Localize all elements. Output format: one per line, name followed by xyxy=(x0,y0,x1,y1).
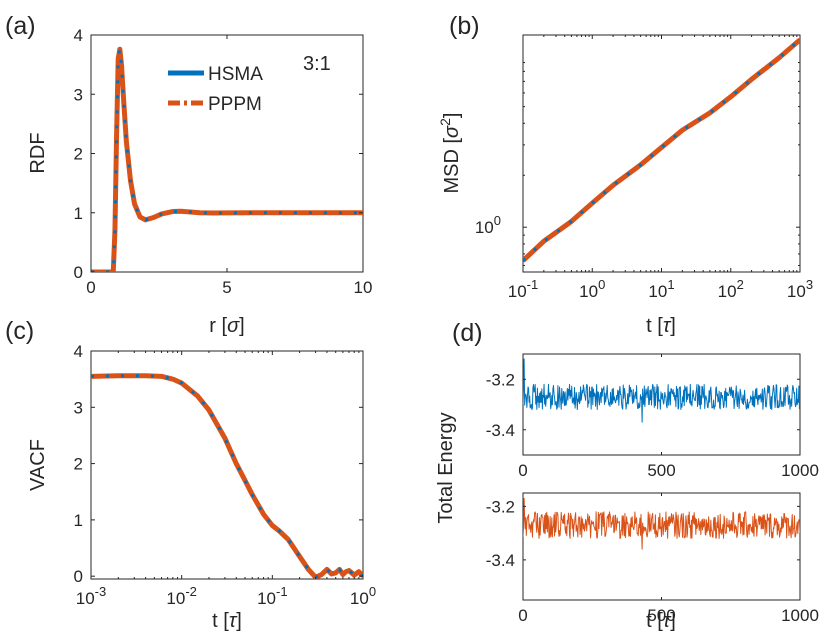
panel-c-series-hsma xyxy=(91,374,363,579)
panel-d2-ytick-label: -3.4 xyxy=(486,551,515,570)
panel-b-xtick-label: 102 xyxy=(718,277,744,301)
panel-c-label: (c) xyxy=(5,317,34,345)
panel-a-legend: HSMA PPPM xyxy=(168,64,263,115)
panel-d-xunit: τ xyxy=(663,610,672,632)
panel-d-bottom-energy: 0 500 1000 -3.2 -3.4 t [τ] xyxy=(486,492,819,632)
panel-a-xunit: σ xyxy=(227,315,240,337)
panel-b-xunit: τ xyxy=(663,315,672,337)
panel-c-xlabel: t [τ] xyxy=(212,610,242,632)
panel-b-series xyxy=(523,37,800,263)
panel-d1-series-hsma xyxy=(523,358,800,423)
panel-c-ytick-label: 1 xyxy=(74,511,83,530)
panel-a-ratio-annotation: 3:1 xyxy=(303,53,331,75)
panel-c-vacf: 10-3 10-2 10-1 100 0 1 2 3 4 (c) t [τ] VACF xyxy=(5,317,376,632)
panel-c-xunit: τ xyxy=(229,610,238,632)
panel-c-xtick-label: 10-3 xyxy=(76,584,106,608)
panel-d-label: (d) xyxy=(452,319,483,347)
panel-d2-xtick-label: 0 xyxy=(518,606,527,625)
panel-c-series-pppm xyxy=(91,373,363,579)
panel-d1-xtick-label: 0 xyxy=(518,461,527,480)
panel-b-xlabel: t [τ] xyxy=(646,315,676,337)
panel-c-ytick-label: 4 xyxy=(74,342,83,361)
panel-d2-xtick-label: 1000 xyxy=(781,606,819,625)
panel-c-ytick-label: 3 xyxy=(74,398,83,417)
panel-c-ytick-label: 2 xyxy=(74,455,83,474)
panel-a-ytick-label: 3 xyxy=(74,85,83,104)
panel-c-xtick-label: 10-1 xyxy=(257,584,287,608)
panel-a-xtick-label: 5 xyxy=(222,278,231,297)
panel-b-xtick-label: 100 xyxy=(579,277,605,301)
panel-b-ticks: 10-1 100 101 102 103 100 xyxy=(475,35,813,301)
panel-a-series xyxy=(91,46,363,272)
legend-hsma-label: HSMA xyxy=(208,64,263,85)
panel-d-top-ticks: 0 500 1000 -3.2 -3.4 xyxy=(486,354,819,480)
panel-a-series-hsma xyxy=(91,47,363,272)
panel-d-bottom-axes-box xyxy=(522,492,801,601)
panel-b-yunit-exp: 2 xyxy=(437,118,453,126)
panel-b-ylabel: MSD [σ2] xyxy=(437,113,463,194)
panel-a-ytick-label: 4 xyxy=(74,26,83,45)
panel-d-top-energy: 0 500 1000 -3.2 -3.4 (d) Total Energy xyxy=(435,319,819,524)
panel-a-rdf: 0 5 10 0 1 2 3 4 (a) 3:1 HSMA PPPM r [σ] RDF xyxy=(5,12,372,337)
panel-d-ylabel: Total Energy xyxy=(435,412,457,523)
panel-d-bottom-series xyxy=(523,497,800,550)
panel-a-xtick-label: 10 xyxy=(354,278,373,297)
panel-b-ytick-label: 100 xyxy=(475,213,501,237)
panel-d-top-series xyxy=(523,358,800,423)
panel-a-ytick-label: 1 xyxy=(74,204,83,223)
legend-pppm-label: PPPM xyxy=(208,94,262,115)
panel-c-axes-box xyxy=(90,350,364,580)
panel-b-label: (b) xyxy=(449,12,480,40)
panel-a-ticks: 0 5 10 0 1 2 3 4 xyxy=(74,26,373,297)
panel-a-ytick-label: 0 xyxy=(74,263,83,282)
panel-b-axes-box xyxy=(522,34,801,273)
panel-a-ytick-label: 2 xyxy=(74,145,83,164)
panel-b-xtick-label: 103 xyxy=(787,277,813,301)
panel-a-label: (a) xyxy=(5,12,36,40)
panel-d2-xtick-label: 500 xyxy=(647,606,675,625)
panel-b-msd: 10-1 100 101 102 103 100 (b) t [τ] MSD [σ2] xyxy=(437,12,813,337)
panel-b-xtick-label: 101 xyxy=(648,277,674,301)
panel-b-xtick-label: 10-1 xyxy=(508,277,538,301)
panel-d2-ytick-label: -3.2 xyxy=(486,497,515,516)
panel-c-xtick-label: 10-2 xyxy=(166,584,196,608)
panel-b-series-hsma xyxy=(523,38,800,262)
panel-c-ylabel: VACF xyxy=(27,439,49,491)
panel-c-xtick-label: 100 xyxy=(350,584,376,608)
panel-a-ylabel: RDF xyxy=(27,132,49,173)
panel-c-ticks: 10-3 10-2 10-1 100 0 1 2 3 4 xyxy=(74,342,377,608)
panel-d-bottom-ticks: 0 500 1000 -3.2 -3.4 xyxy=(486,493,819,625)
panel-d1-ytick-label: -3.4 xyxy=(486,421,515,440)
panel-b-yunit: σ xyxy=(441,125,463,138)
panel-d1-xtick-label: 500 xyxy=(647,461,675,480)
panel-a-xtick-label: 0 xyxy=(86,278,95,297)
panel-c-series xyxy=(91,373,363,579)
panel-d1-ytick-label: -3.2 xyxy=(486,370,515,389)
panel-d1-xtick-label: 1000 xyxy=(781,461,819,480)
panel-d-xlabel: t [τ] xyxy=(646,610,676,632)
panel-d2-series-pppm xyxy=(523,497,800,550)
panel-a-xlabel: r [σ] xyxy=(209,315,244,337)
panel-c-ytick-label: 0 xyxy=(74,567,83,586)
